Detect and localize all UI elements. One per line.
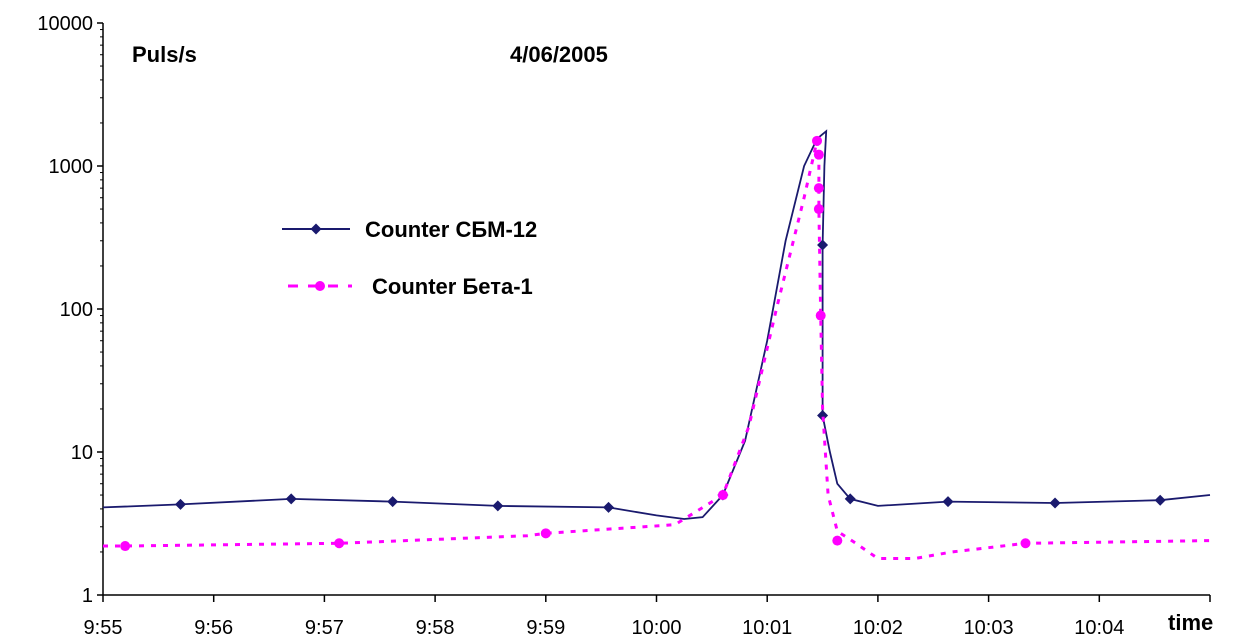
- x-tick-label-10:00: 10:00: [631, 617, 681, 638]
- series-1-point-9: [844, 493, 856, 505]
- series-line-1: [102, 129, 1211, 520]
- series-1-point-7: [817, 239, 829, 251]
- x-tick-label-10:01: 10:01: [742, 617, 792, 638]
- series-2-point-8: [813, 204, 824, 215]
- x-tick-label-9:58: 9:58: [416, 617, 455, 638]
- x-tick-label-9:55: 9:55: [84, 617, 123, 638]
- legend: Counter СБМ-12 Counter Бета-1: [282, 217, 537, 299]
- series-1-point-3: [387, 496, 399, 508]
- series-1-point-12: [1154, 494, 1166, 506]
- series-1: [102, 129, 1211, 520]
- series-1-point-4: [492, 500, 504, 512]
- legend-item-series-1: Counter СБМ-12: [282, 217, 537, 242]
- series-2-point-2: [334, 538, 345, 549]
- series-1-point-8: [817, 409, 829, 421]
- series-line-2: [103, 140, 1211, 560]
- x-axis-label: time: [1168, 610, 1213, 635]
- series-2-point-10: [832, 535, 843, 546]
- series-layer: [102, 129, 1211, 560]
- legend-marker-series-1: [310, 223, 322, 235]
- y-tick-label-10: 10: [71, 442, 93, 464]
- series-1-point-2: [285, 493, 297, 505]
- series-2-point-7: [813, 183, 824, 194]
- x-tick-label-9:59: 9:59: [526, 617, 565, 638]
- legend-label-series-2: Counter Бета-1: [372, 274, 533, 299]
- legend-item-series-2: Counter Бета-1: [288, 274, 533, 299]
- series-1-point-5: [603, 501, 615, 513]
- y-tick-label-1: 1: [82, 585, 93, 607]
- series-2-point-11: [1020, 538, 1031, 549]
- series-1-point-11: [1049, 497, 1061, 509]
- y-tick-label-100: 100: [60, 299, 93, 321]
- x-tick-label-10:02: 10:02: [853, 617, 903, 638]
- x-tick-label-10:03: 10:03: [964, 617, 1014, 638]
- legend-marker-series-2: [315, 281, 325, 291]
- y-axis-label: Puls/s: [132, 42, 197, 67]
- y-tick-label-1000: 1000: [49, 156, 94, 178]
- chart-title: 4/06/2005: [510, 42, 608, 67]
- series-2-point-1: [120, 541, 131, 552]
- series-2-point-4: [717, 490, 728, 501]
- x-tick-label-9:56: 9:56: [194, 617, 233, 638]
- series-2-point-3: [540, 528, 551, 539]
- series-1-point-10: [942, 496, 954, 508]
- x-tick-label-10:04: 10:04: [1074, 617, 1124, 638]
- series-2-point-9: [815, 310, 826, 321]
- series-2-point-5: [812, 135, 823, 146]
- y-tick-label-10000: 10000: [37, 13, 93, 35]
- legend-label-series-1: Counter СБМ-12: [365, 217, 537, 242]
- series-1-point-1: [174, 498, 186, 510]
- series-2-point-6: [813, 149, 824, 160]
- series-2: [103, 135, 1211, 560]
- x-tick-label-9:57: 9:57: [305, 617, 344, 638]
- axes: 1 10 100 1000 10000 9:55 9:56 9:57 9:58 9:59 10:00…: [37, 13, 1211, 638]
